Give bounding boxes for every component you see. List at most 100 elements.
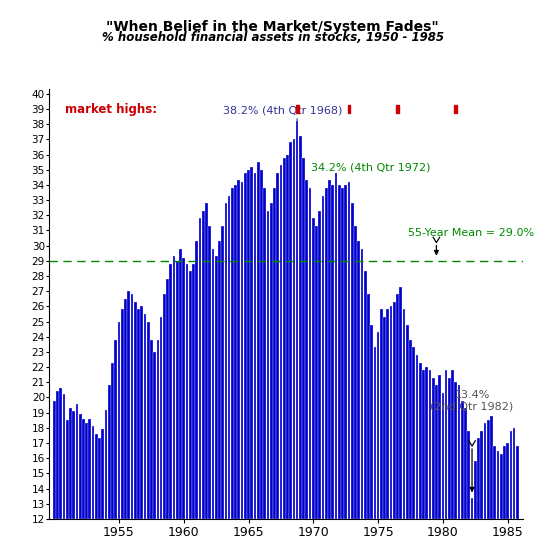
- Bar: [468, 431, 470, 519]
- Bar: [228, 195, 231, 519]
- Bar: [59, 388, 62, 519]
- Bar: [147, 321, 149, 519]
- Bar: [251, 167, 253, 519]
- Bar: [425, 367, 428, 519]
- Bar: [76, 403, 78, 519]
- Bar: [419, 363, 422, 519]
- Bar: [445, 370, 447, 519]
- Bar: [260, 170, 263, 519]
- Bar: [128, 291, 130, 519]
- Bar: [137, 310, 140, 519]
- Bar: [380, 310, 383, 519]
- Bar: [296, 121, 299, 519]
- Bar: [483, 424, 486, 519]
- Bar: [308, 188, 311, 519]
- Bar: [461, 401, 464, 519]
- Bar: [160, 317, 162, 519]
- Bar: [438, 375, 441, 519]
- Bar: [448, 378, 451, 519]
- Bar: [451, 370, 454, 519]
- Bar: [306, 180, 308, 519]
- Bar: [302, 157, 305, 519]
- Bar: [121, 310, 124, 519]
- Bar: [221, 226, 224, 519]
- Bar: [95, 434, 98, 519]
- Bar: [63, 395, 65, 519]
- Bar: [493, 446, 496, 519]
- Bar: [56, 391, 59, 519]
- Bar: [403, 310, 405, 519]
- Bar: [338, 185, 341, 519]
- Bar: [85, 424, 88, 519]
- Bar: [186, 264, 189, 519]
- Bar: [487, 420, 489, 519]
- Bar: [370, 325, 373, 519]
- Bar: [267, 211, 269, 519]
- Bar: [98, 439, 101, 519]
- Bar: [477, 439, 480, 519]
- Bar: [247, 170, 250, 519]
- Bar: [163, 294, 166, 519]
- Bar: [79, 414, 82, 519]
- Bar: [373, 348, 376, 519]
- Bar: [215, 256, 217, 519]
- Bar: [231, 188, 234, 519]
- Bar: [318, 211, 321, 519]
- Bar: [173, 256, 175, 519]
- Bar: [390, 306, 392, 519]
- Bar: [496, 451, 499, 519]
- Text: 34.2% (4th Qtr 1972): 34.2% (4th Qtr 1972): [311, 163, 430, 173]
- Bar: [189, 272, 192, 519]
- Bar: [276, 173, 279, 519]
- Bar: [263, 188, 266, 519]
- Bar: [458, 386, 461, 519]
- Bar: [280, 165, 282, 519]
- Bar: [299, 136, 302, 519]
- Bar: [474, 461, 477, 519]
- Bar: [218, 241, 221, 519]
- Text: 38.2% (4th Qtr 1968): 38.2% (4th Qtr 1968): [223, 105, 342, 115]
- Bar: [205, 203, 208, 519]
- Bar: [354, 226, 357, 519]
- Bar: [344, 185, 347, 519]
- Bar: [143, 314, 146, 519]
- Bar: [253, 173, 256, 519]
- Bar: [503, 446, 506, 519]
- Bar: [396, 105, 399, 113]
- Bar: [69, 408, 72, 519]
- Bar: [361, 249, 364, 519]
- Bar: [399, 287, 402, 519]
- Bar: [315, 226, 318, 519]
- Bar: [150, 340, 153, 519]
- Bar: [322, 195, 324, 519]
- Bar: [435, 386, 438, 519]
- Bar: [270, 203, 272, 519]
- Bar: [513, 428, 516, 519]
- Bar: [66, 420, 69, 519]
- Bar: [490, 416, 493, 519]
- Bar: [88, 418, 91, 519]
- Bar: [464, 408, 467, 519]
- Bar: [335, 173, 337, 519]
- Text: market highs:: market highs:: [65, 103, 157, 116]
- Bar: [108, 386, 111, 519]
- Bar: [364, 272, 366, 519]
- Bar: [377, 332, 379, 519]
- Bar: [471, 498, 474, 519]
- Bar: [118, 321, 120, 519]
- Bar: [441, 393, 444, 519]
- Bar: [289, 142, 292, 519]
- Bar: [296, 105, 299, 113]
- Bar: [134, 302, 137, 519]
- Bar: [409, 340, 412, 519]
- Bar: [406, 325, 409, 519]
- Bar: [331, 185, 334, 519]
- Bar: [432, 378, 434, 519]
- Bar: [516, 446, 519, 519]
- Bar: [358, 241, 360, 519]
- Bar: [195, 241, 198, 519]
- Bar: [341, 188, 344, 519]
- Bar: [166, 279, 169, 519]
- Bar: [416, 355, 419, 519]
- Bar: [156, 340, 159, 519]
